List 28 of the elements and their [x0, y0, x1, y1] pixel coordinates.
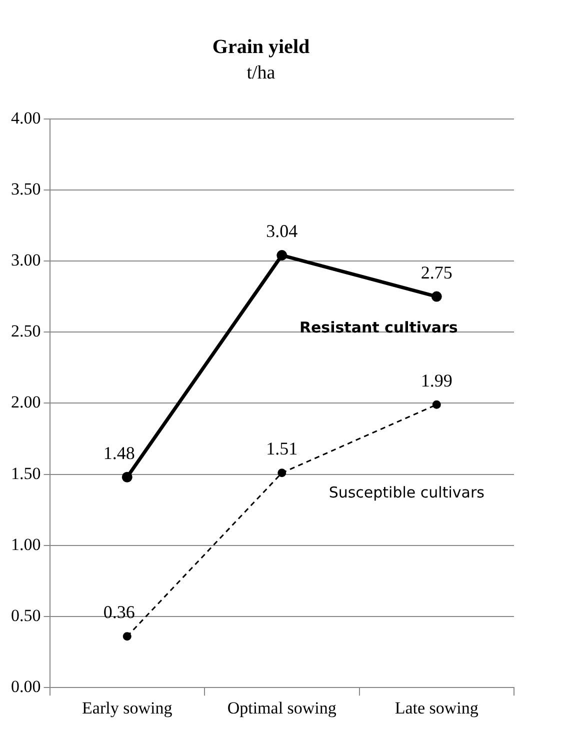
- series-label: Resistant cultivars: [299, 318, 458, 336]
- data-label: 3.04: [266, 221, 298, 242]
- point: [276, 250, 288, 261]
- data-label: 1.51: [266, 438, 298, 459]
- data-label: 1.48: [103, 442, 135, 463]
- y-tick-label: 2.00: [11, 392, 41, 412]
- data-label: 1.99: [420, 370, 452, 390]
- point: [432, 400, 441, 409]
- y-tick-label: 2.50: [11, 322, 41, 341]
- chart-subtitle: t/ha: [246, 62, 276, 84]
- point: [122, 632, 132, 641]
- series-label: Susceptible cultivars: [328, 484, 485, 502]
- x-tick-label: Early sowing: [82, 698, 173, 718]
- y-tick-label: 1.50: [11, 464, 41, 483]
- y-tick-label: 4.00: [11, 108, 41, 128]
- x-tick-label: Optimal sowing: [227, 698, 337, 718]
- y-tick-label: 3.00: [11, 250, 41, 270]
- y-tick-label: 1.00: [11, 534, 41, 554]
- data-label: 0.36: [103, 602, 135, 622]
- y-tick-label: 0.50: [11, 606, 41, 625]
- point: [278, 468, 286, 478]
- x-tick-label: Late sowing: [394, 698, 479, 718]
- y-tick-label: 3.50: [11, 179, 41, 198]
- chart-title: Grain yield: [212, 36, 310, 58]
- data-label: 2.75: [420, 262, 452, 282]
- point: [122, 472, 132, 482]
- y-tick-label: 0.00: [11, 677, 41, 696]
- point: [431, 291, 442, 302]
